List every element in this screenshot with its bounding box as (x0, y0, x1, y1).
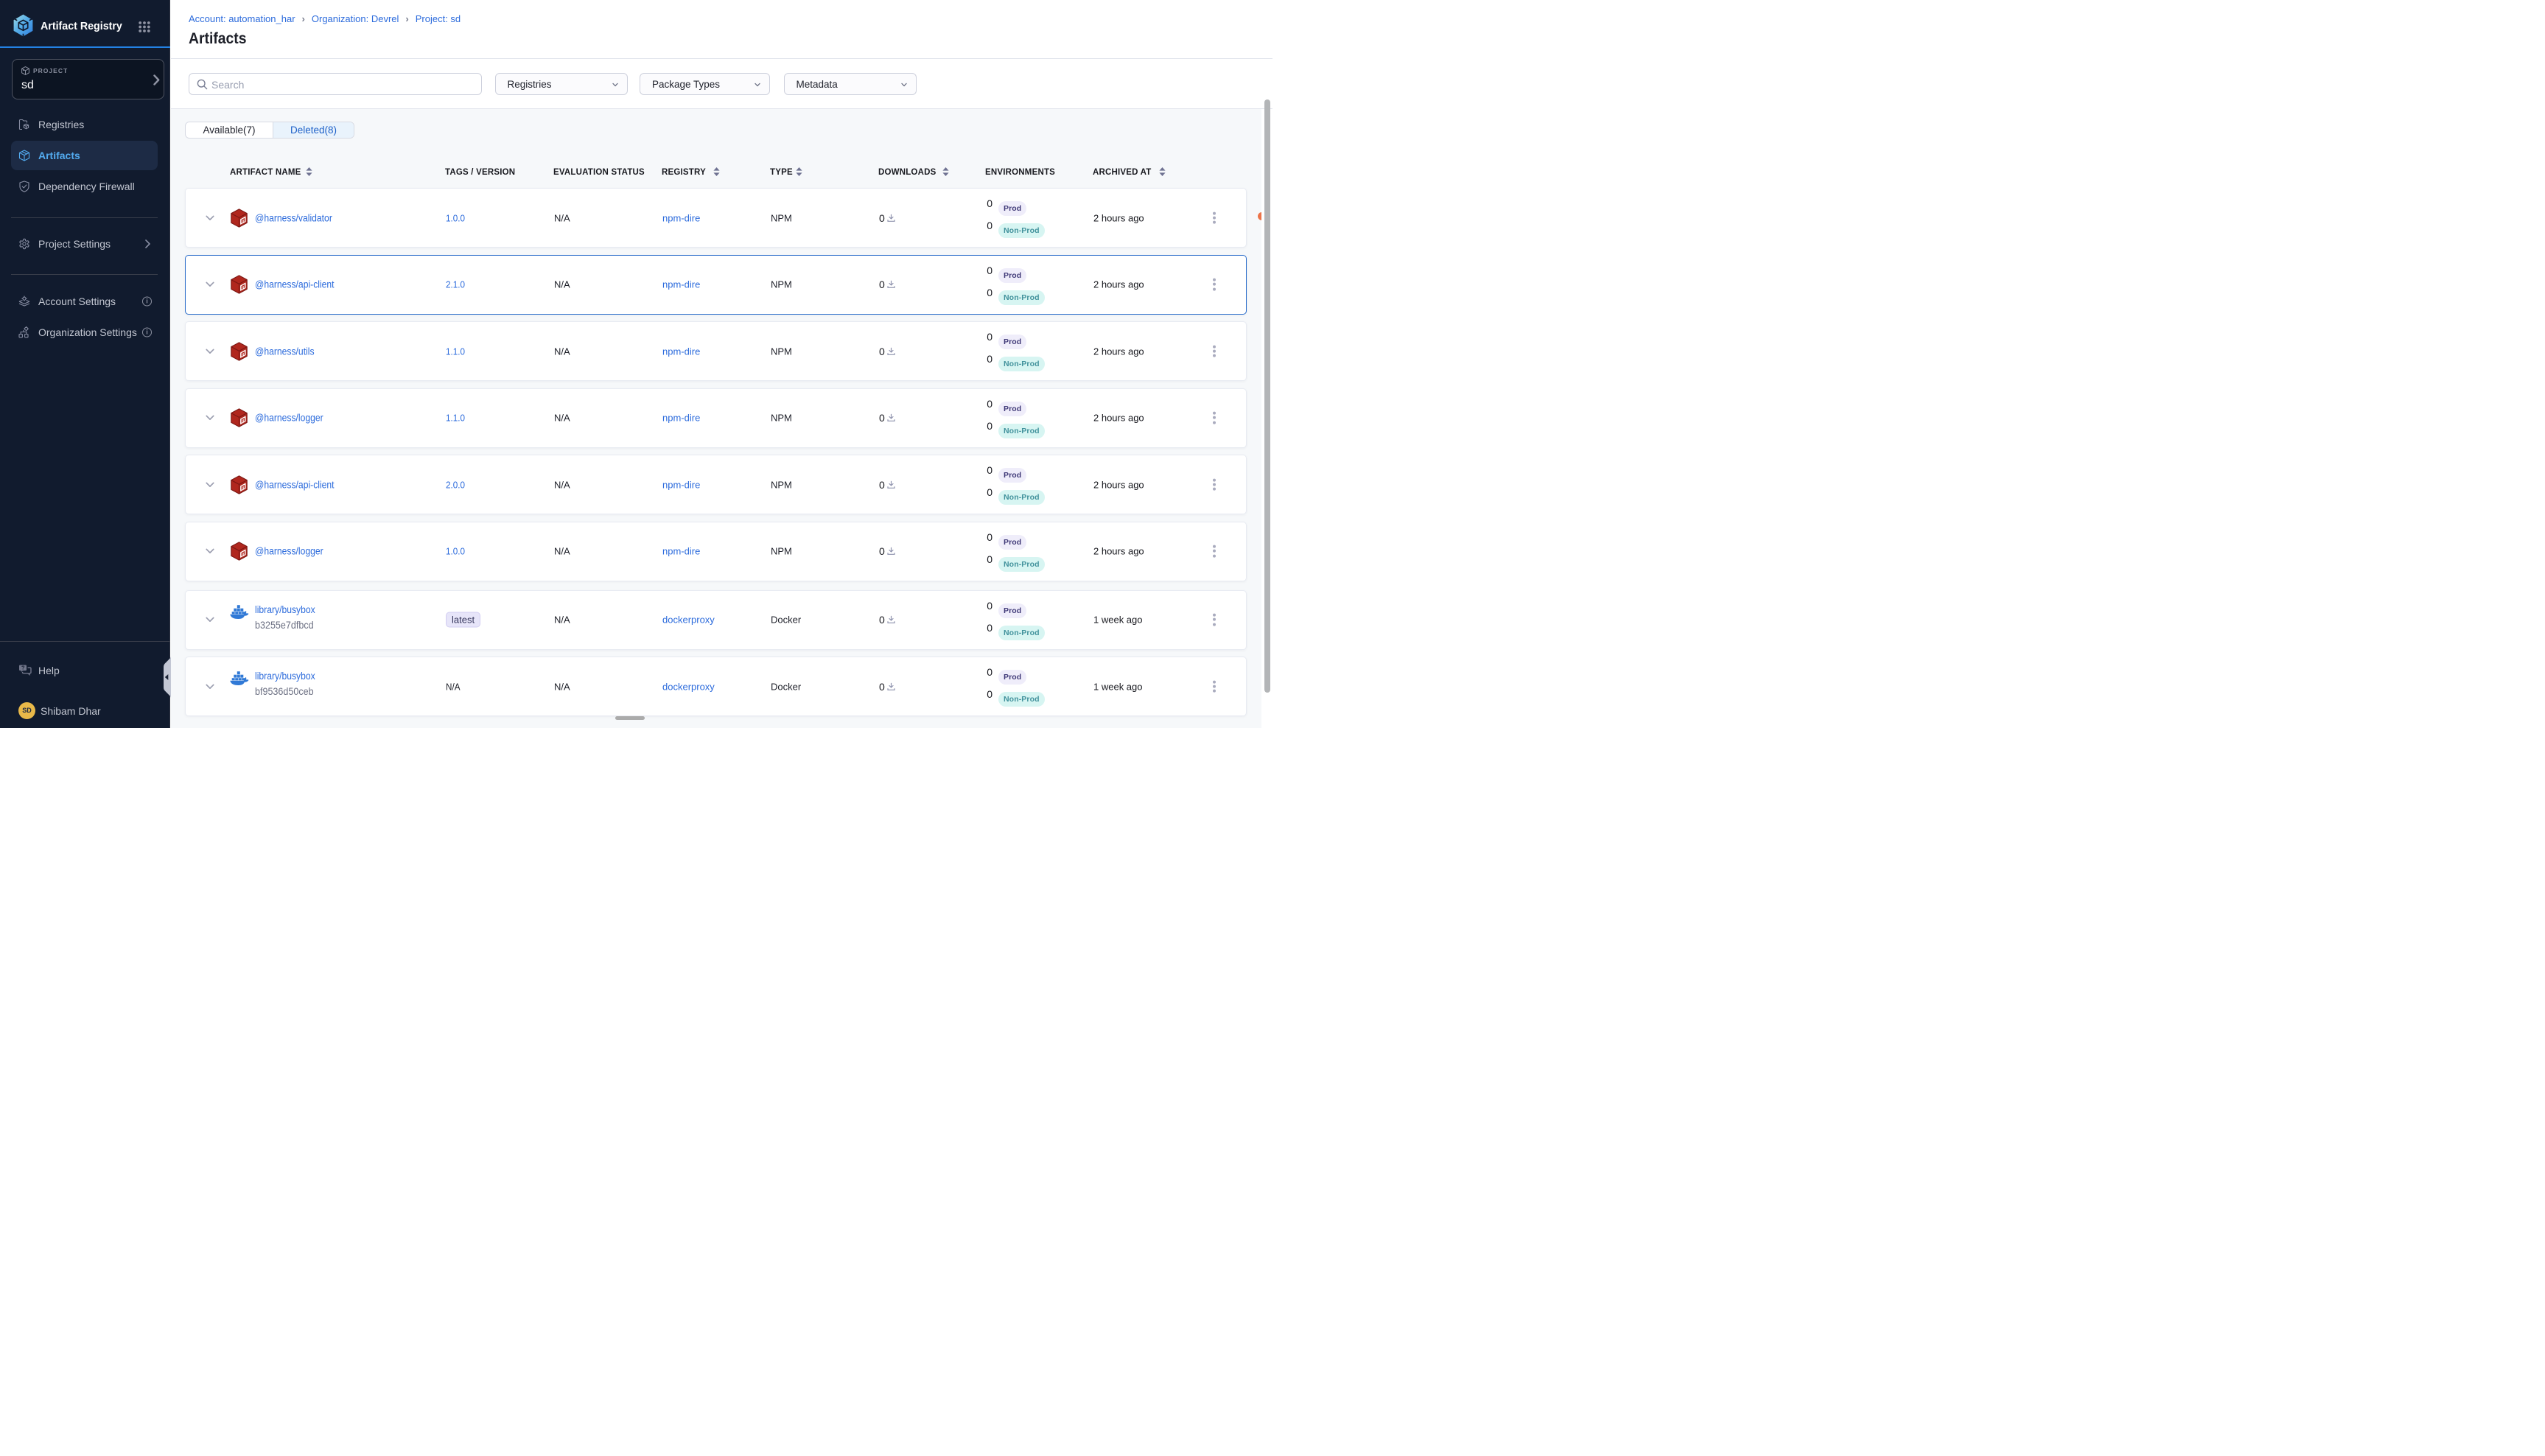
svg-text:?: ? (21, 665, 25, 671)
